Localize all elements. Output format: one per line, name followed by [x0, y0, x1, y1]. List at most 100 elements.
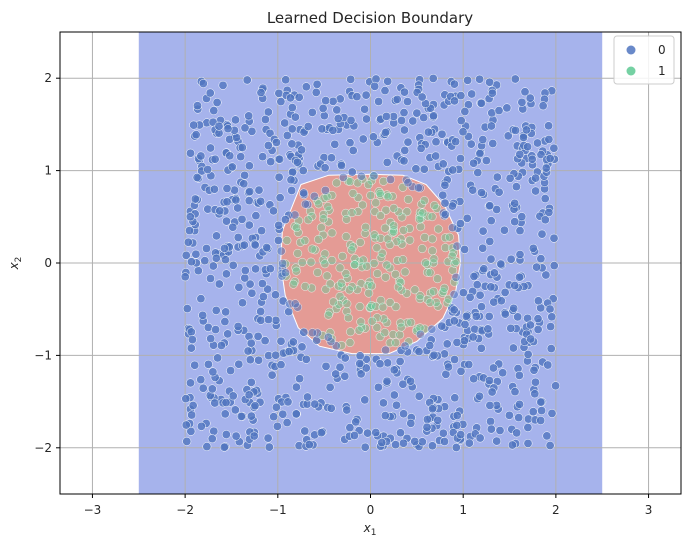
data-point-class-0 — [505, 173, 515, 183]
data-point-class-0 — [228, 391, 238, 401]
data-point-class-0 — [544, 121, 554, 131]
data-point-class-0 — [543, 360, 553, 370]
data-point-class-1 — [321, 284, 331, 294]
data-point-class-0 — [244, 390, 254, 400]
data-point-class-0 — [469, 158, 479, 168]
data-point-class-0 — [188, 401, 198, 410]
data-point-class-0 — [472, 280, 482, 290]
data-point-class-0 — [440, 437, 449, 446]
data-point-class-0 — [475, 433, 485, 443]
data-point-class-0 — [452, 420, 462, 430]
data-point-class-1 — [323, 202, 333, 212]
data-point-class-0 — [395, 356, 405, 366]
data-point-class-0 — [510, 281, 520, 290]
data-point-class-0 — [263, 107, 273, 117]
data-point-class-1 — [345, 338, 355, 347]
data-point-class-0 — [358, 134, 368, 144]
x-axis-label-sub: 1 — [371, 528, 377, 538]
data-point-class-0 — [438, 159, 448, 169]
data-point-class-0 — [485, 400, 495, 410]
data-point-class-0 — [514, 413, 524, 423]
data-point-class-0 — [525, 93, 535, 103]
data-point-class-0 — [181, 420, 191, 430]
data-point-class-1 — [397, 212, 407, 222]
data-point-class-1 — [367, 316, 377, 326]
data-point-class-0 — [250, 240, 260, 250]
data-point-class-0 — [529, 365, 539, 375]
data-point-class-0 — [221, 430, 231, 439]
data-point-class-0 — [510, 387, 520, 397]
data-point-class-0 — [233, 232, 243, 242]
data-point-class-0 — [370, 81, 380, 91]
data-point-class-0 — [186, 148, 195, 158]
data-point-class-0 — [438, 428, 448, 438]
data-point-class-0 — [244, 196, 254, 206]
data-point-class-0 — [536, 254, 546, 264]
data-point-class-1 — [337, 282, 347, 292]
data-point-class-1 — [395, 330, 405, 340]
data-point-class-0 — [202, 442, 212, 452]
data-point-class-0 — [414, 347, 424, 357]
data-point-class-0 — [190, 194, 200, 204]
data-point-class-0 — [399, 125, 409, 135]
data-point-class-0 — [451, 137, 461, 147]
data-point-class-0 — [546, 344, 556, 354]
data-point-class-0 — [423, 127, 433, 137]
data-point-class-1 — [375, 188, 385, 198]
data-point-class-1 — [336, 278, 346, 288]
data-point-class-0 — [221, 307, 231, 317]
data-point-class-0 — [207, 434, 217, 444]
data-point-class-0 — [360, 104, 370, 114]
legend: 0 1 — [613, 35, 675, 85]
legend-marker-class-0 — [626, 45, 636, 55]
data-point-class-0 — [256, 88, 266, 98]
data-point-class-0 — [211, 305, 221, 315]
data-point-class-0 — [371, 428, 381, 437]
data-point-class-0 — [222, 197, 232, 207]
data-point-class-0 — [287, 139, 297, 149]
data-point-class-1 — [379, 314, 389, 324]
data-point-class-0 — [240, 273, 250, 283]
data-point-class-0 — [487, 88, 497, 98]
data-point-class-1 — [381, 272, 390, 282]
data-point-class-1 — [385, 217, 395, 227]
data-point-class-0 — [203, 165, 213, 174]
data-point-class-1 — [403, 194, 413, 204]
data-point-class-0 — [527, 154, 537, 164]
data-point-class-0 — [212, 98, 222, 107]
y-axis-label-sub: 2 — [14, 257, 24, 263]
data-point-class-0 — [321, 96, 331, 106]
data-point-class-1 — [325, 279, 335, 289]
data-point-class-0 — [382, 157, 392, 167]
data-point-class-0 — [251, 264, 261, 274]
data-point-class-0 — [398, 379, 408, 389]
data-point-class-1 — [346, 327, 355, 337]
data-point-class-1 — [432, 203, 442, 213]
data-point-class-0 — [440, 210, 450, 220]
data-point-class-1 — [429, 254, 439, 264]
data-point-class-0 — [234, 359, 244, 369]
data-point-class-0 — [496, 259, 506, 269]
y-tick-label: −1 — [34, 348, 52, 362]
data-point-class-0 — [294, 92, 304, 102]
data-point-class-0 — [180, 272, 190, 282]
data-point-class-1 — [415, 291, 425, 301]
data-point-class-0 — [231, 115, 240, 125]
data-point-class-0 — [542, 431, 552, 441]
data-point-class-0 — [533, 314, 543, 324]
data-point-class-1 — [300, 281, 310, 291]
data-point-class-1 — [396, 277, 405, 287]
data-point-class-0 — [523, 349, 533, 359]
data-point-class-0 — [213, 353, 223, 363]
data-point-class-0 — [233, 203, 243, 213]
data-point-class-1 — [303, 215, 313, 225]
data-point-class-1 — [398, 255, 408, 265]
data-point-class-0 — [362, 114, 371, 124]
data-point-class-1 — [380, 328, 390, 337]
data-point-class-0 — [470, 324, 480, 334]
data-point-class-0 — [396, 428, 405, 438]
data-point-class-0 — [449, 79, 459, 89]
data-point-class-0 — [275, 193, 285, 203]
data-point-class-1 — [393, 282, 403, 292]
data-point-class-0 — [476, 98, 486, 108]
